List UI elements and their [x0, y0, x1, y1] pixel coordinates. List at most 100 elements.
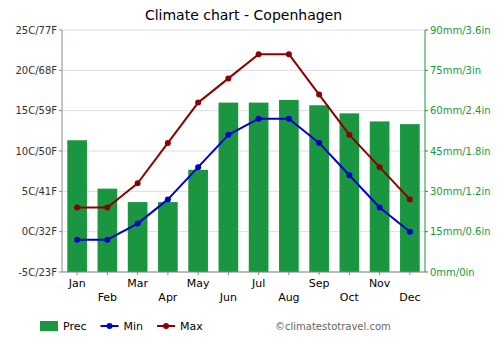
- bar: [340, 113, 360, 272]
- x-axis-line: [62, 272, 425, 273]
- point: [346, 172, 352, 178]
- legend-label: Prec: [63, 320, 87, 333]
- bar: [309, 105, 329, 272]
- y-tick: [59, 70, 62, 71]
- bar: [279, 100, 299, 272]
- x-tick-label: Nov: [369, 277, 391, 290]
- point: [286, 116, 292, 122]
- title: Climate chart - Copenhagen: [145, 7, 342, 23]
- x-tick: [107, 272, 108, 275]
- point: [256, 51, 262, 57]
- y-tick-label: 25C/77F: [15, 25, 57, 36]
- point: [377, 204, 383, 210]
- point: [316, 140, 322, 146]
- point: [256, 116, 262, 122]
- y2-tick: [425, 191, 428, 192]
- bar: [128, 202, 148, 272]
- x-tick: [379, 272, 380, 275]
- point: [165, 196, 171, 202]
- grid-line: [62, 30, 425, 31]
- point: [165, 140, 171, 146]
- bar: [219, 103, 239, 272]
- bar: [67, 140, 87, 272]
- point: [225, 132, 231, 138]
- legend-label: Max: [180, 320, 203, 333]
- y2-tick-label: 0mm/0in: [430, 267, 475, 278]
- x-tick: [167, 272, 168, 275]
- point: [377, 164, 383, 170]
- grid-line: [62, 272, 425, 273]
- y-tick: [59, 272, 62, 273]
- grid: [62, 30, 425, 272]
- point: [74, 204, 80, 210]
- y-tick: [59, 231, 62, 232]
- y2-tick: [425, 30, 428, 31]
- background: [0, 0, 500, 350]
- y-tick-label: 10C/50F: [15, 146, 57, 157]
- bar: [188, 170, 208, 272]
- x-tick: [77, 272, 78, 275]
- chart: -5C/23F0C/32F5C/41F10C/50F15C/59F20C/68F…: [0, 0, 500, 350]
- y2-tick: [425, 110, 428, 111]
- x-tick-label: Jun: [219, 291, 237, 304]
- x-tick: [198, 272, 199, 275]
- x-tick-label: Aug: [278, 291, 299, 304]
- bar: [370, 121, 390, 272]
- x-tick: [137, 272, 138, 275]
- axes: -5C/23F0C/32F5C/41F10C/50F15C/59F20C/68F…: [15, 25, 490, 305]
- point: [346, 132, 352, 138]
- legend-marker: [163, 323, 169, 329]
- bar: [158, 202, 178, 272]
- y2-tick: [425, 70, 428, 71]
- plot-area: [67, 51, 419, 272]
- point: [104, 237, 110, 243]
- legend-swatch: [40, 321, 58, 331]
- point: [407, 229, 413, 235]
- x-tick-label: Jul: [251, 277, 265, 290]
- x-tick: [228, 272, 229, 275]
- x-tick: [349, 272, 350, 275]
- x-tick-label: Feb: [98, 291, 117, 304]
- bar: [400, 124, 420, 272]
- x-tick-label: Apr: [158, 291, 178, 304]
- y2-tick: [425, 272, 428, 273]
- point: [74, 237, 80, 243]
- grid-line: [62, 110, 425, 111]
- x-tick-label: Mar: [127, 277, 148, 290]
- y-tick-label: 20C/68F: [15, 65, 57, 76]
- y2-tick: [425, 231, 428, 232]
- legend: PrecMinMax: [40, 320, 203, 333]
- line: [77, 54, 410, 207]
- line: [77, 119, 410, 240]
- y2-tick: [425, 151, 428, 152]
- y-tick-label: 0C/32F: [22, 226, 57, 237]
- grid-line: [62, 70, 425, 71]
- y2-tick-label: 45mm/1.8in: [430, 146, 491, 157]
- y2-tick-label: 90mm/3.6in: [430, 25, 491, 36]
- point: [104, 204, 110, 210]
- x-tick: [258, 272, 259, 275]
- point: [225, 75, 231, 81]
- y-tick-label: 15C/59F: [15, 105, 57, 116]
- x-tick-label: May: [187, 277, 210, 290]
- y-tick: [59, 30, 62, 31]
- y-tick: [59, 191, 62, 192]
- y-tick: [59, 110, 62, 111]
- bar: [249, 103, 269, 272]
- point: [195, 164, 201, 170]
- point: [407, 196, 413, 202]
- y-tick-label: -5C/23F: [18, 267, 57, 278]
- point: [135, 180, 141, 186]
- point: [135, 221, 141, 227]
- annotation: ©climatestotravel.com: [275, 321, 391, 332]
- y2-tick-label: 75mm/3in: [430, 65, 481, 76]
- y2-tick-label: 15mm/0.6in: [430, 226, 491, 237]
- y2-tick-label: 60mm/2.4in: [430, 105, 491, 116]
- x-tick-label: Sep: [309, 277, 330, 290]
- x-tick-label: Dec: [399, 291, 420, 304]
- point: [195, 100, 201, 106]
- x-tick: [319, 272, 320, 275]
- x-tick-label: Oct: [340, 291, 360, 304]
- point: [286, 51, 292, 57]
- point: [316, 92, 322, 98]
